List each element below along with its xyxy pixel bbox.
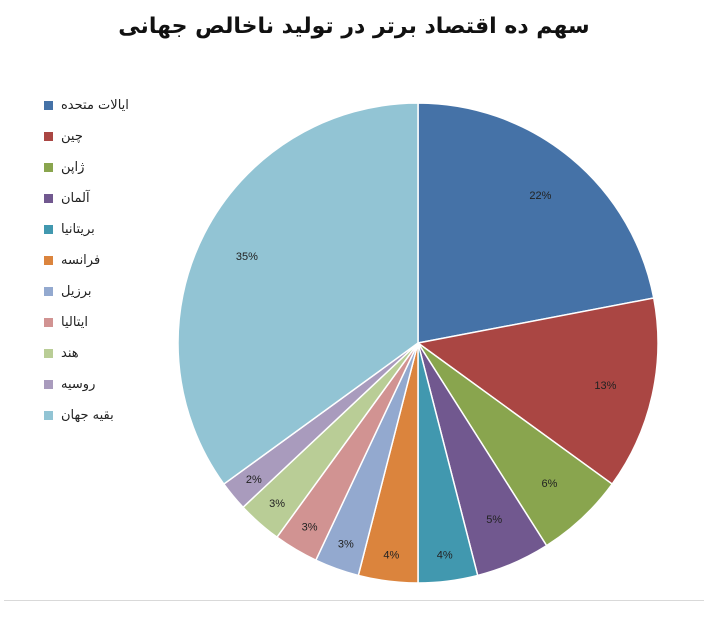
slice-data-label: 3% bbox=[338, 538, 354, 550]
slice-data-label: 22% bbox=[529, 190, 551, 202]
legend-swatch bbox=[44, 411, 53, 420]
pie-slice bbox=[177, 102, 419, 486]
pie-slice bbox=[416, 297, 659, 486]
legend-swatch bbox=[44, 318, 53, 327]
legend-label: چین bbox=[61, 129, 83, 144]
slice-data-label: 4% bbox=[437, 549, 453, 561]
legend-label: ایالات متحده bbox=[61, 98, 129, 113]
legend-swatch bbox=[44, 349, 53, 358]
legend-label: آلمان bbox=[61, 191, 90, 206]
slice-data-label: 13% bbox=[594, 380, 616, 392]
legend: ایالات متحده چین ژاپن آلمان بریتانیا فرانسه بر… bbox=[44, 90, 204, 431]
legend-swatch bbox=[44, 163, 53, 172]
legend-label: فرانسه bbox=[61, 253, 101, 268]
divider bbox=[4, 600, 704, 601]
legend-item: چین bbox=[44, 121, 204, 152]
legend-item: برزیل bbox=[44, 276, 204, 307]
slice-data-label: 3% bbox=[302, 521, 318, 533]
legend-label: بریتانیا bbox=[61, 222, 95, 237]
legend-item: روسیه bbox=[44, 369, 204, 400]
legend-item: هند bbox=[44, 338, 204, 369]
legend-item: آلمان bbox=[44, 183, 204, 214]
slice-data-label: 35% bbox=[236, 251, 258, 263]
legend-swatch bbox=[44, 380, 53, 389]
legend-item: بقیه جهان bbox=[44, 400, 204, 431]
legend-item: بریتانیا bbox=[44, 214, 204, 245]
legend-swatch bbox=[44, 256, 53, 265]
slice-data-label: 3% bbox=[269, 498, 285, 510]
legend-label: روسیه bbox=[61, 377, 96, 392]
legend-item: ژاپن bbox=[44, 152, 204, 183]
chart-title: سهم ده اقتصاد برتر در تولید ناخالص جهانی bbox=[118, 14, 590, 39]
slice-data-label: 4% bbox=[383, 549, 399, 561]
legend-item: ایتالیا bbox=[44, 307, 204, 338]
legend-item: فرانسه bbox=[44, 245, 204, 276]
legend-swatch bbox=[44, 132, 53, 141]
legend-item: ایالات متحده bbox=[44, 90, 204, 121]
legend-label: برزیل bbox=[61, 284, 92, 299]
legend-label: بقیه جهان bbox=[61, 408, 114, 423]
slice-data-label: 5% bbox=[486, 514, 502, 526]
legend-swatch bbox=[44, 287, 53, 296]
legend-swatch bbox=[44, 225, 53, 234]
pie-slice bbox=[417, 102, 655, 344]
legend-swatch bbox=[44, 194, 53, 203]
legend-label: هند bbox=[61, 346, 79, 361]
legend-label: ایتالیا bbox=[61, 315, 88, 330]
slice-data-label: 2% bbox=[246, 474, 262, 486]
legend-label: ژاپن bbox=[61, 160, 85, 175]
legend-swatch bbox=[44, 101, 53, 110]
slice-data-label: 6% bbox=[541, 478, 557, 490]
